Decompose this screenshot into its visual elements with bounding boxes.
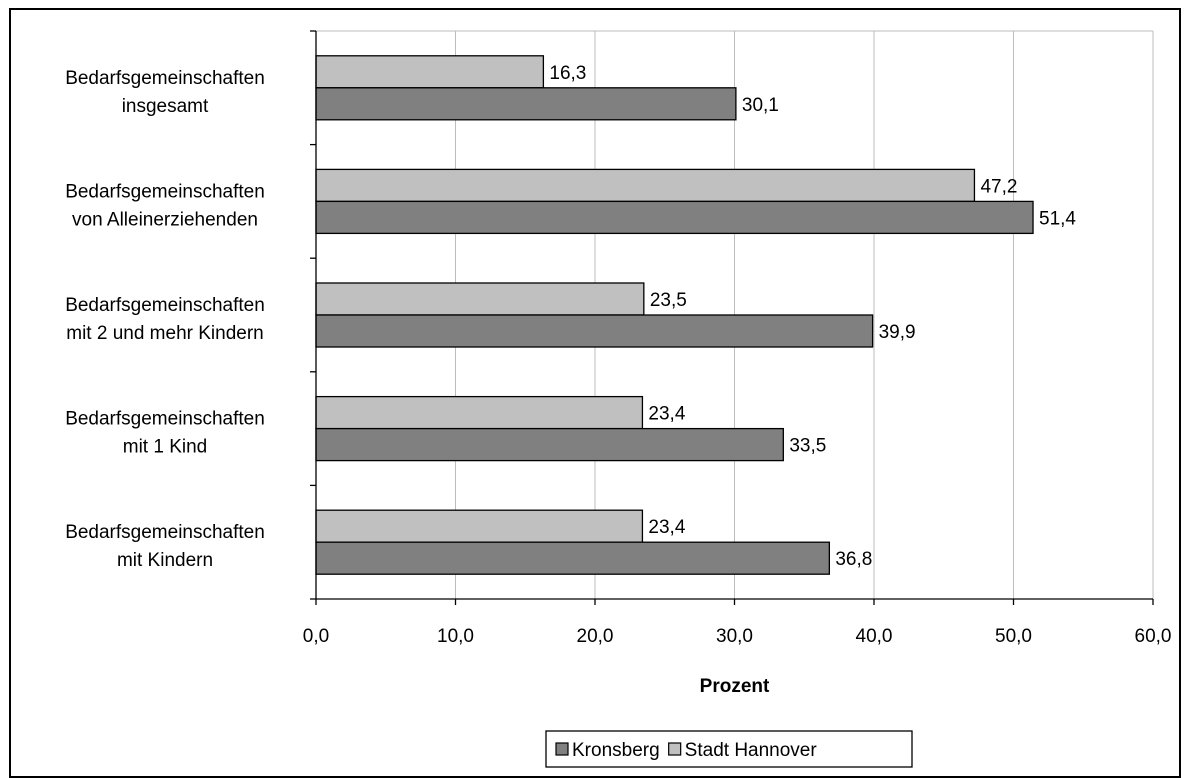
category-label: Bedarfsgemeinschaften [65,409,265,430]
bar-kronsberg [315,87,737,121]
x-tick-label: 60,0 [1135,626,1172,647]
category-label: mit 1 Kind [123,437,207,458]
x-tick-label: 40,0 [856,626,893,647]
data-label: 23,5 [650,290,687,311]
data-label: 16,3 [549,63,586,84]
x-tick-label: 50,0 [995,626,1032,647]
x-tick-label: 30,0 [716,626,753,647]
bar-stadt-hannover [315,509,644,543]
x-tick-label: 20,0 [577,626,614,647]
legend-swatch [668,742,682,756]
bar-stadt-hannover [315,282,645,316]
category-label: Bedarfsgemeinschaften [65,68,265,89]
bar-kronsberg [315,541,831,575]
data-label: 39,9 [879,322,916,343]
x-tick-label: 0,0 [303,626,329,647]
data-label: 51,4 [1039,208,1076,229]
category-label: insgesamt [122,96,209,117]
bar-stadt-hannover [315,168,976,203]
bar-stadt-hannover [315,55,545,89]
x-tick-label: 10,0 [437,626,474,647]
data-label: 23,4 [648,404,685,425]
legend-swatch [555,742,569,756]
category-label: Bedarfsgemeinschaften [65,295,265,316]
data-label: 30,1 [742,95,779,116]
legend-label: Stadt Hannover [685,740,818,761]
data-label: 23,4 [648,517,685,538]
bar-kronsberg [315,427,784,462]
bar-kronsberg [315,200,1034,235]
category-label: Bedarfsgemeinschaften [65,181,265,202]
category-label: von Alleinerziehenden [72,209,258,230]
category-label: Bedarfsgemeinschaften [65,522,265,543]
category-label: mit Kindern [117,550,213,571]
legend-label: Kronsberg [572,740,660,761]
data-label: 47,2 [980,176,1017,197]
data-label: 33,5 [789,436,826,457]
data-label: 36,8 [835,549,872,570]
category-label: mit 2 und mehr Kindern [66,323,264,344]
x-axis-title: Prozent [700,676,770,697]
legend-box [545,730,913,768]
bar-kronsberg [315,314,874,348]
bar-stadt-hannover [315,395,644,430]
